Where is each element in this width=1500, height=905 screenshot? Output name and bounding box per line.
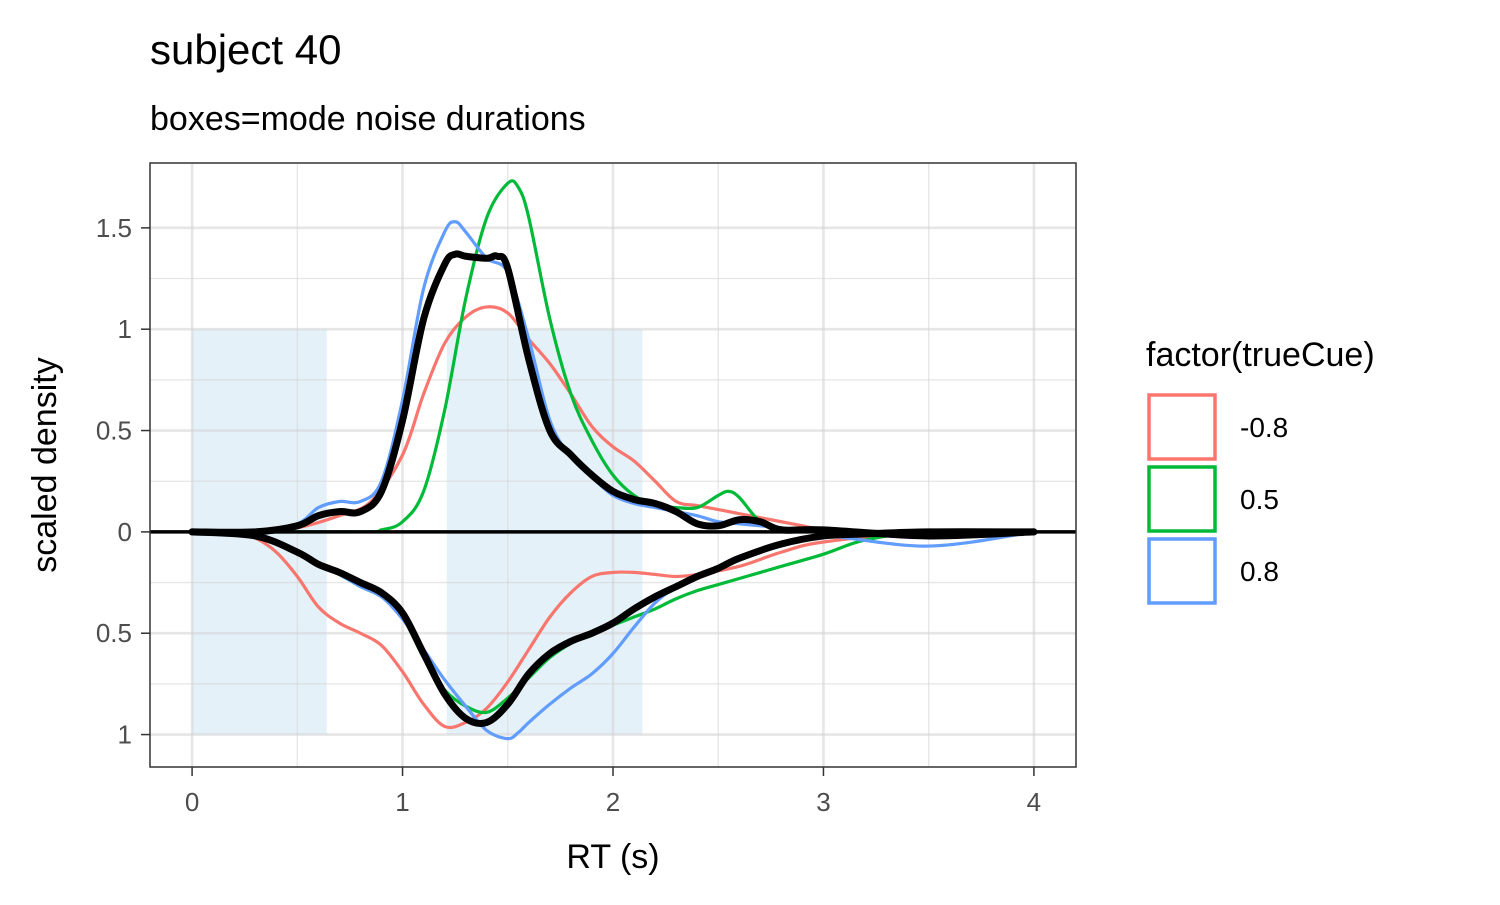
x-tick-label: 4 <box>1027 787 1041 817</box>
density-curves <box>188 179 1038 741</box>
chart-subtitle: boxes=mode noise durations <box>150 100 586 138</box>
legend-title: factor(trueCue) <box>1146 336 1375 374</box>
y-tick-label: 0.5 <box>96 618 132 648</box>
y-axis-title: scaled density <box>26 357 64 572</box>
x-tick-label: 0 <box>185 787 199 817</box>
legend-label-2: 0.5 <box>1240 484 1279 515</box>
overall-density-lower <box>188 528 1038 727</box>
legend-label-1: -0.8 <box>1240 412 1288 443</box>
y-tick-label: 1 <box>118 720 132 750</box>
x-axis-title: RT (s) <box>566 838 659 876</box>
y-tick-label: 1.5 <box>96 213 132 243</box>
plot-panel <box>149 162 1077 768</box>
legend-key-2 <box>1147 465 1217 533</box>
x-axis: 0 1 2 3 4 <box>185 767 1041 817</box>
y-tick-label: 1 <box>118 314 132 344</box>
legend: factor(trueCue) -0.8 0.5 0.8 <box>1146 336 1375 605</box>
x-tick-label: 3 <box>816 787 830 817</box>
legend-label-3: 0.8 <box>1240 556 1279 587</box>
x-tick-label: 1 <box>395 787 409 817</box>
x-tick-label: 2 <box>606 787 620 817</box>
density-curve-upper--0p8 <box>190 305 1036 534</box>
y-axis: 1.5 1 0.5 0 0.5 1 <box>96 213 150 750</box>
chart-title: subject 40 <box>150 26 341 73</box>
density-curve-upper-0p5 <box>190 179 1036 534</box>
legend-key-1 <box>1147 393 1217 461</box>
y-tick-label: 0.5 <box>96 416 132 446</box>
legend-keys: -0.8 0.5 0.8 <box>1147 393 1288 605</box>
y-tick-label: 0 <box>118 517 132 547</box>
density-curve-lower--0p8 <box>190 529 1036 730</box>
legend-key-3 <box>1147 537 1217 605</box>
overall-density-upper <box>188 250 1038 540</box>
